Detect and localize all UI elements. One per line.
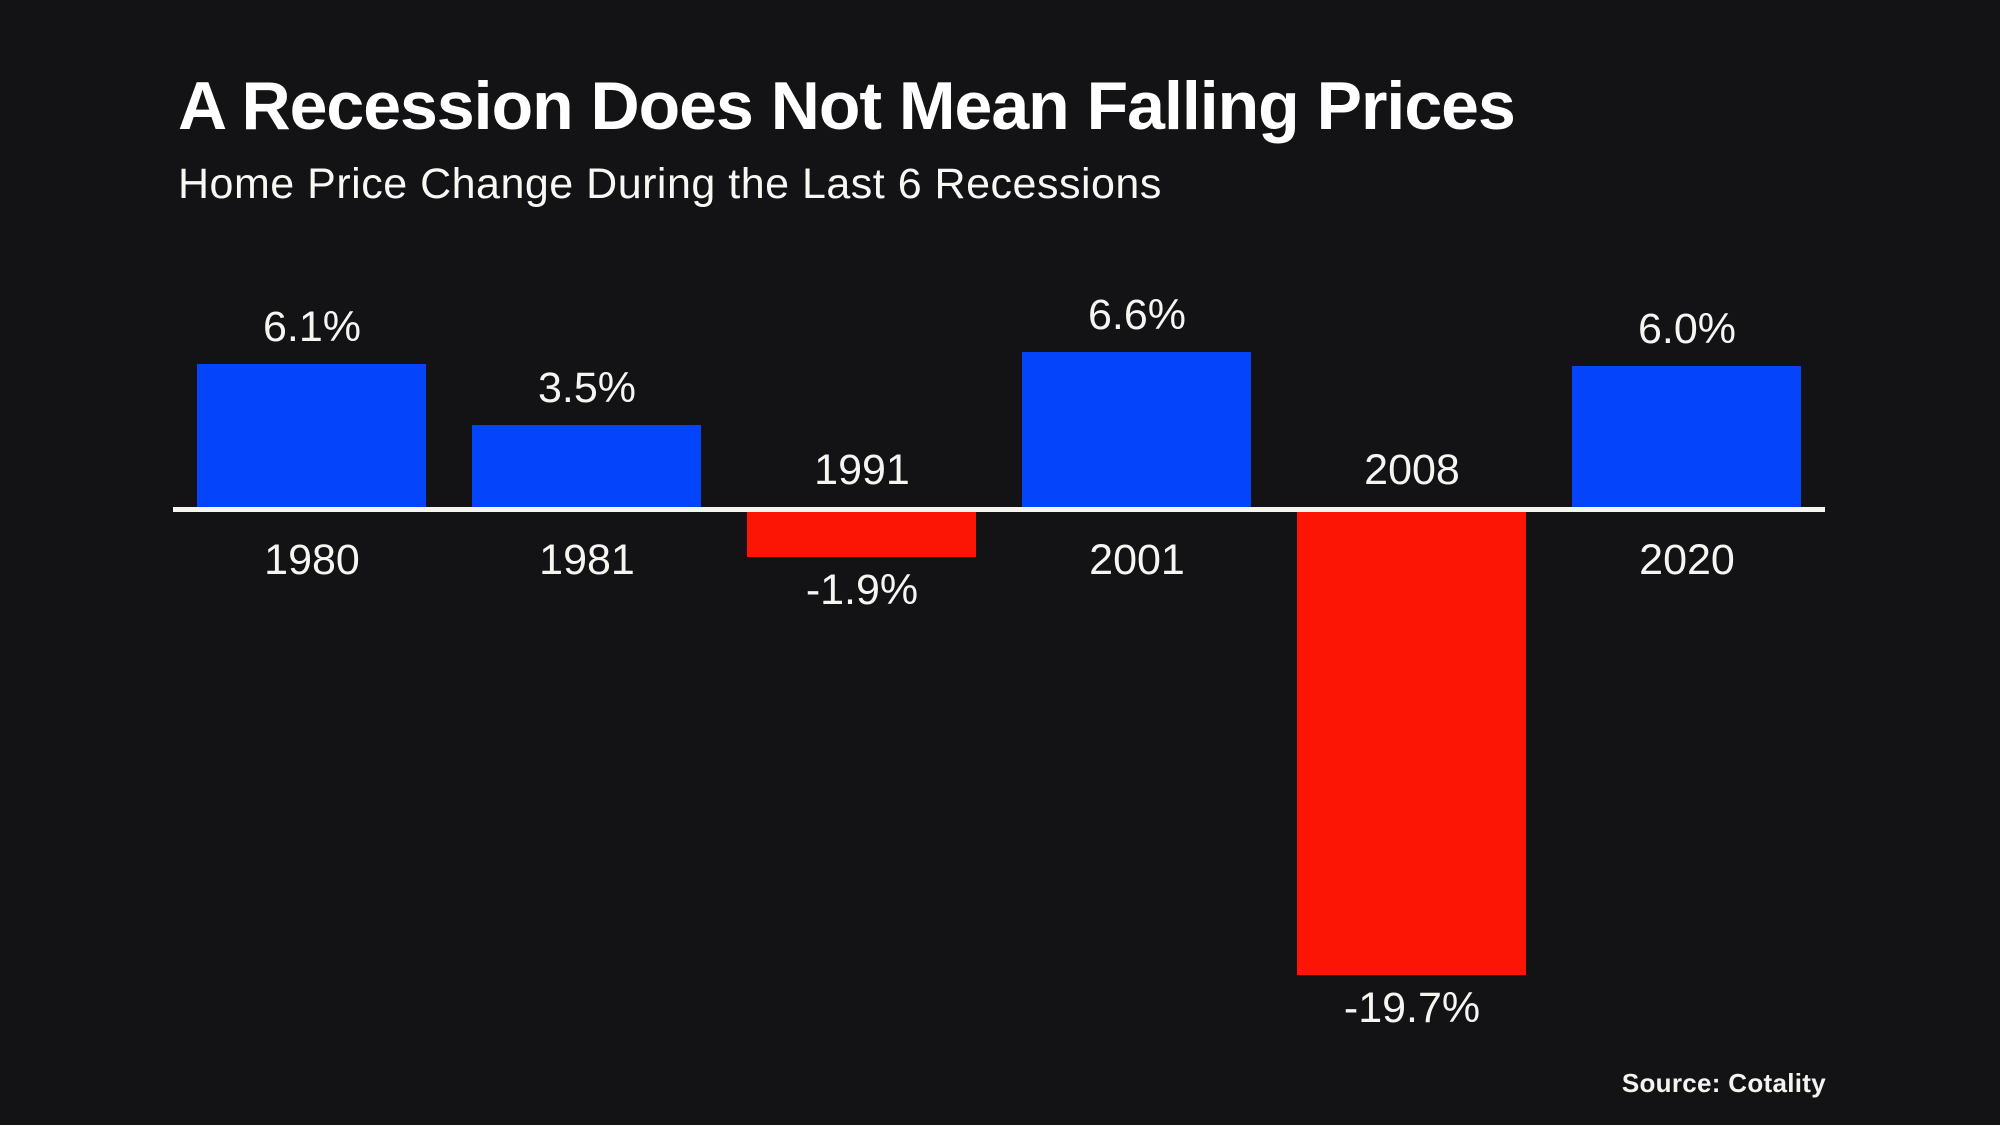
value-label-1991: -1.9% <box>805 566 919 614</box>
value-label-1980: 6.1% <box>262 303 361 351</box>
bar-2008 <box>1297 512 1526 975</box>
value-label-2008: -19.7% <box>1343 984 1481 1032</box>
bar-1991 <box>747 512 976 557</box>
bar-1980 <box>197 364 426 507</box>
bar-1981 <box>472 425 701 507</box>
year-label-1991: 1991 <box>814 446 910 494</box>
year-label-2020: 2020 <box>1639 536 1735 584</box>
value-label-2001: 6.6% <box>1087 291 1186 339</box>
source-credit: Source: Cotality <box>1621 1068 1826 1098</box>
value-label-1981: 3.5% <box>537 364 636 412</box>
year-label-1981: 1981 <box>539 536 635 584</box>
bar-2020 <box>1572 366 1801 507</box>
year-label-2001: 2001 <box>1089 536 1185 584</box>
chart-title: A Recession Does Not Mean Falling Prices <box>178 68 1516 144</box>
year-label-2008: 2008 <box>1364 446 1460 494</box>
chart-subtitle: Home Price Change During the Last 6 Rece… <box>178 160 1162 208</box>
value-label-2020: 6.0% <box>1637 305 1736 353</box>
bar-chart: 6.1% 1980 3.5% 1981 -1.9% 1991 6.6% 2001 -19.7% 2… <box>173 0 1825 1125</box>
year-label-1980: 1980 <box>264 536 360 584</box>
bar-2001 <box>1022 352 1251 507</box>
x-axis-baseline <box>173 507 1825 512</box>
